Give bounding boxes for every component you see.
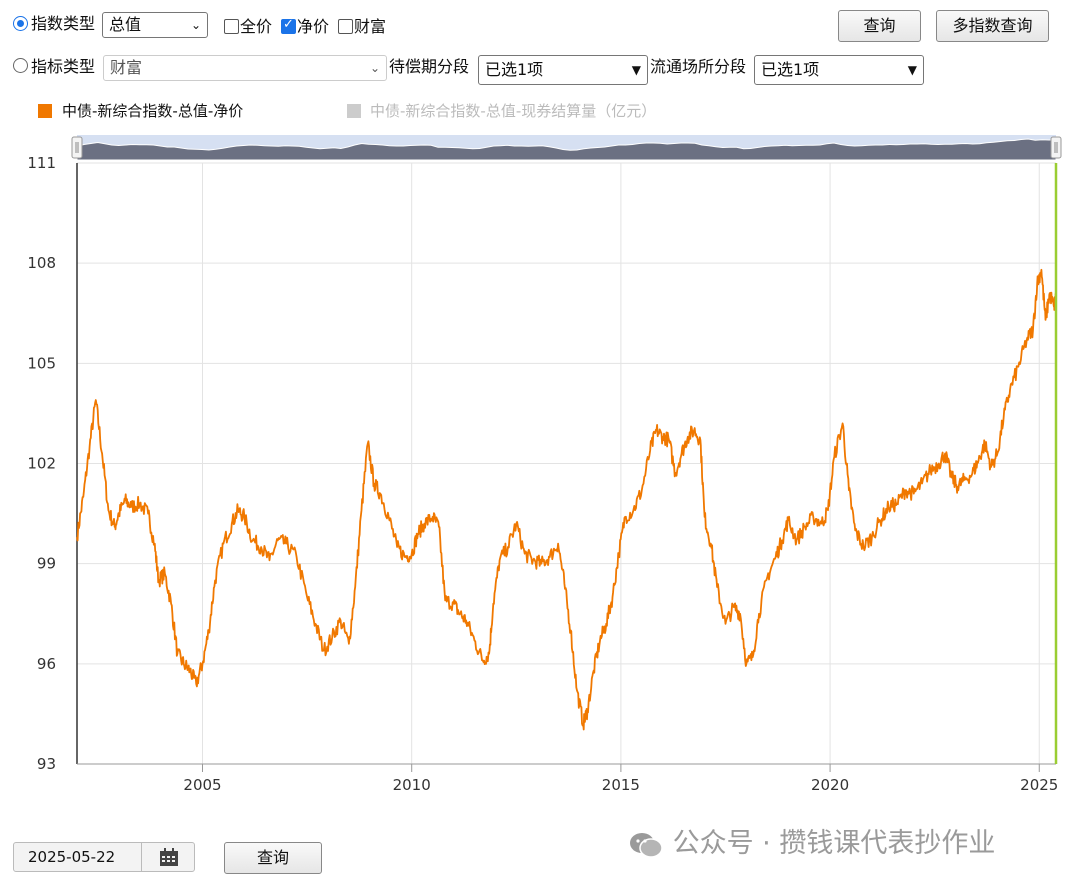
wechat-icon xyxy=(628,831,664,859)
date-value: 2025-05-22 xyxy=(28,848,116,866)
navigator[interactable] xyxy=(71,135,1062,161)
full-price-checkbox[interactable] xyxy=(224,19,239,34)
maturity-segment-select[interactable]: 已选1项 ▼ xyxy=(478,55,648,85)
chevron-down-icon: ⌄ xyxy=(190,18,201,32)
triangle-down-icon: ▼ xyxy=(631,63,641,77)
y-tick-label: 108 xyxy=(27,254,56,272)
watermark-text: 公众号 · 攒钱课代表抄作业 xyxy=(672,828,996,859)
indicator-type-radio[interactable] xyxy=(13,58,28,73)
query-button[interactable]: 查询 xyxy=(838,10,921,42)
chart-grid xyxy=(76,162,1056,765)
triangle-down-icon: ▼ xyxy=(907,63,917,77)
watermark: 公众号 · 攒钱课代表抄作业 xyxy=(628,821,995,860)
y-tick-label: 93 xyxy=(37,755,56,773)
multi-index-query-button[interactable]: 多指数查询 xyxy=(936,10,1049,42)
venue-segment-select[interactable]: 已选1项 ▼ xyxy=(754,55,924,85)
y-tick-label: 105 xyxy=(27,354,56,372)
x-tick-label: 2020 xyxy=(811,776,849,794)
legend-swatch-net-price[interactable] xyxy=(38,104,52,118)
index-type-label: 指数类型 xyxy=(31,14,96,33)
x-tick-label: 2010 xyxy=(393,776,431,794)
wealth-label: 财富 xyxy=(354,17,387,36)
legend-item-net-price[interactable]: 中债-新综合指数-总值-净价 xyxy=(62,102,244,120)
x-tick-label: 2015 xyxy=(602,776,640,794)
date-picker[interactable]: 2025-05-22 xyxy=(13,842,195,872)
legend-swatch-settlement[interactable] xyxy=(347,104,361,118)
chevron-down-icon: ⌄ xyxy=(369,61,380,75)
series-layer xyxy=(76,163,1058,764)
index-type-value: 总值 xyxy=(109,15,142,34)
net-price-checkbox[interactable] xyxy=(281,17,296,34)
date-divider xyxy=(141,843,142,871)
net-price-label: 净价 xyxy=(297,17,330,36)
venue-segment-label: 流通场所分段 xyxy=(650,57,747,76)
maturity-segment-label: 待偿期分段 xyxy=(389,57,470,76)
calendar-icon[interactable] xyxy=(159,848,179,867)
navigator-series xyxy=(76,138,1057,161)
venue-segment-value: 已选1项 xyxy=(761,60,820,79)
legend-item-settlement[interactable]: 中债-新综合指数-总值-现券结算量（亿元） xyxy=(370,102,657,120)
navigator-left-handle[interactable] xyxy=(71,136,83,159)
index-type-select[interactable]: 总值 ⌄ xyxy=(102,12,208,38)
index-type-radio[interactable] xyxy=(13,16,28,31)
full-price-label: 全价 xyxy=(240,17,273,36)
navigator-right-handle[interactable] xyxy=(1050,136,1062,159)
handle-box[interactable] xyxy=(71,136,83,159)
y-tick-label: 111 xyxy=(27,154,56,172)
line-chart[interactable]: 93 96 99 102 105 108 111 2005 2010 2015 2020 2025 xyxy=(0,130,1080,810)
indicator-type-value: 财富 xyxy=(110,58,143,77)
series-line-net-price[interactable] xyxy=(76,268,1057,731)
y-tick-label: 102 xyxy=(27,455,56,473)
x-tick-label: 2005 xyxy=(183,776,221,794)
y-axis: 93 96 99 102 105 108 111 xyxy=(27,154,56,773)
indicator-type-select[interactable]: 财富 ⌄ xyxy=(103,55,387,81)
bottom-query-button[interactable]: 查询 xyxy=(224,842,322,874)
handle-box[interactable] xyxy=(1050,136,1062,159)
x-axis: 2005 2010 2015 2020 2025 xyxy=(183,764,1058,794)
y-tick-label: 99 xyxy=(37,555,56,573)
maturity-segment-value: 已选1项 xyxy=(485,60,544,79)
indicator-type-label: 指标类型 xyxy=(31,57,96,76)
wealth-checkbox[interactable] xyxy=(338,19,353,34)
x-tick-label: 2025 xyxy=(1020,776,1058,794)
y-tick-label: 96 xyxy=(37,655,56,673)
